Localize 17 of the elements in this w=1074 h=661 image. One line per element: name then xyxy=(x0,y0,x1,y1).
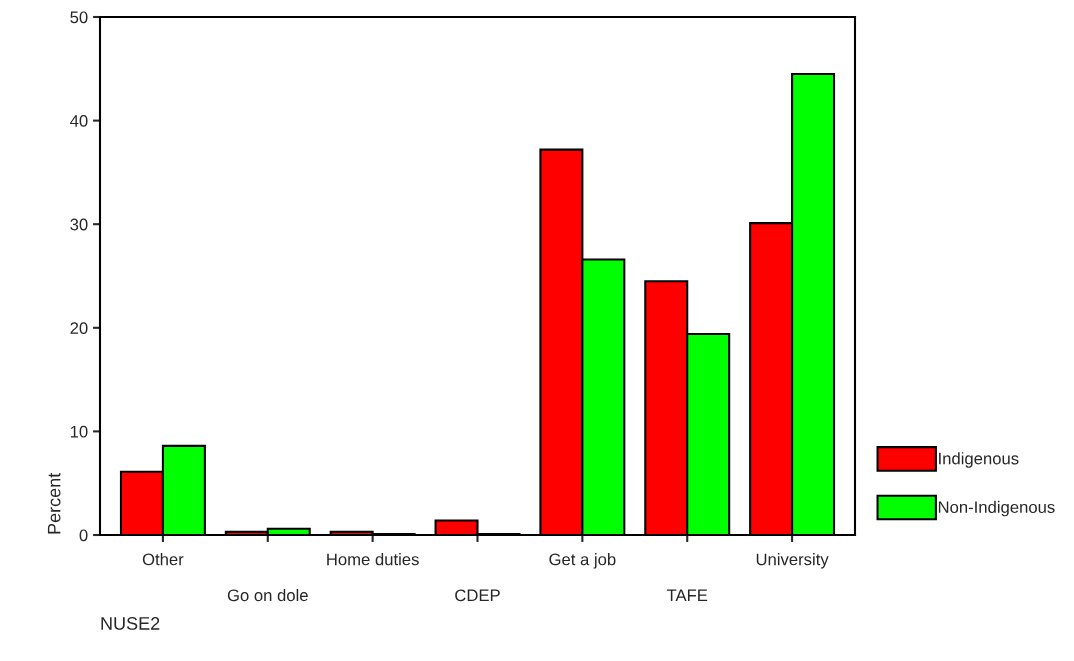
legend-label: Non-Indigenous xyxy=(938,500,1055,517)
x-tick-label: University xyxy=(756,553,829,569)
legend-label: Indigenous xyxy=(939,452,1019,468)
y-axis-title: Percent xyxy=(47,472,61,534)
x-tick-label: TAFE xyxy=(666,589,708,602)
y-tick-label: 20 xyxy=(70,322,88,334)
y-tick-label: 10 xyxy=(70,425,88,438)
y-tick-label: 50 xyxy=(70,11,88,24)
x-axis-title: NUSE2 xyxy=(101,617,160,630)
y-tick-label: 0 xyxy=(79,529,88,542)
y-tick-label: 40 xyxy=(70,115,88,127)
x-tick-label: Other xyxy=(142,553,184,566)
x-tick-label: Get a job xyxy=(549,553,616,569)
x-tick-label: CDEP xyxy=(455,589,500,602)
y-tick-label: 30 xyxy=(70,218,88,231)
x-tick-label: Home duties xyxy=(327,553,419,566)
x-tick-label: Go on dole xyxy=(227,588,308,602)
